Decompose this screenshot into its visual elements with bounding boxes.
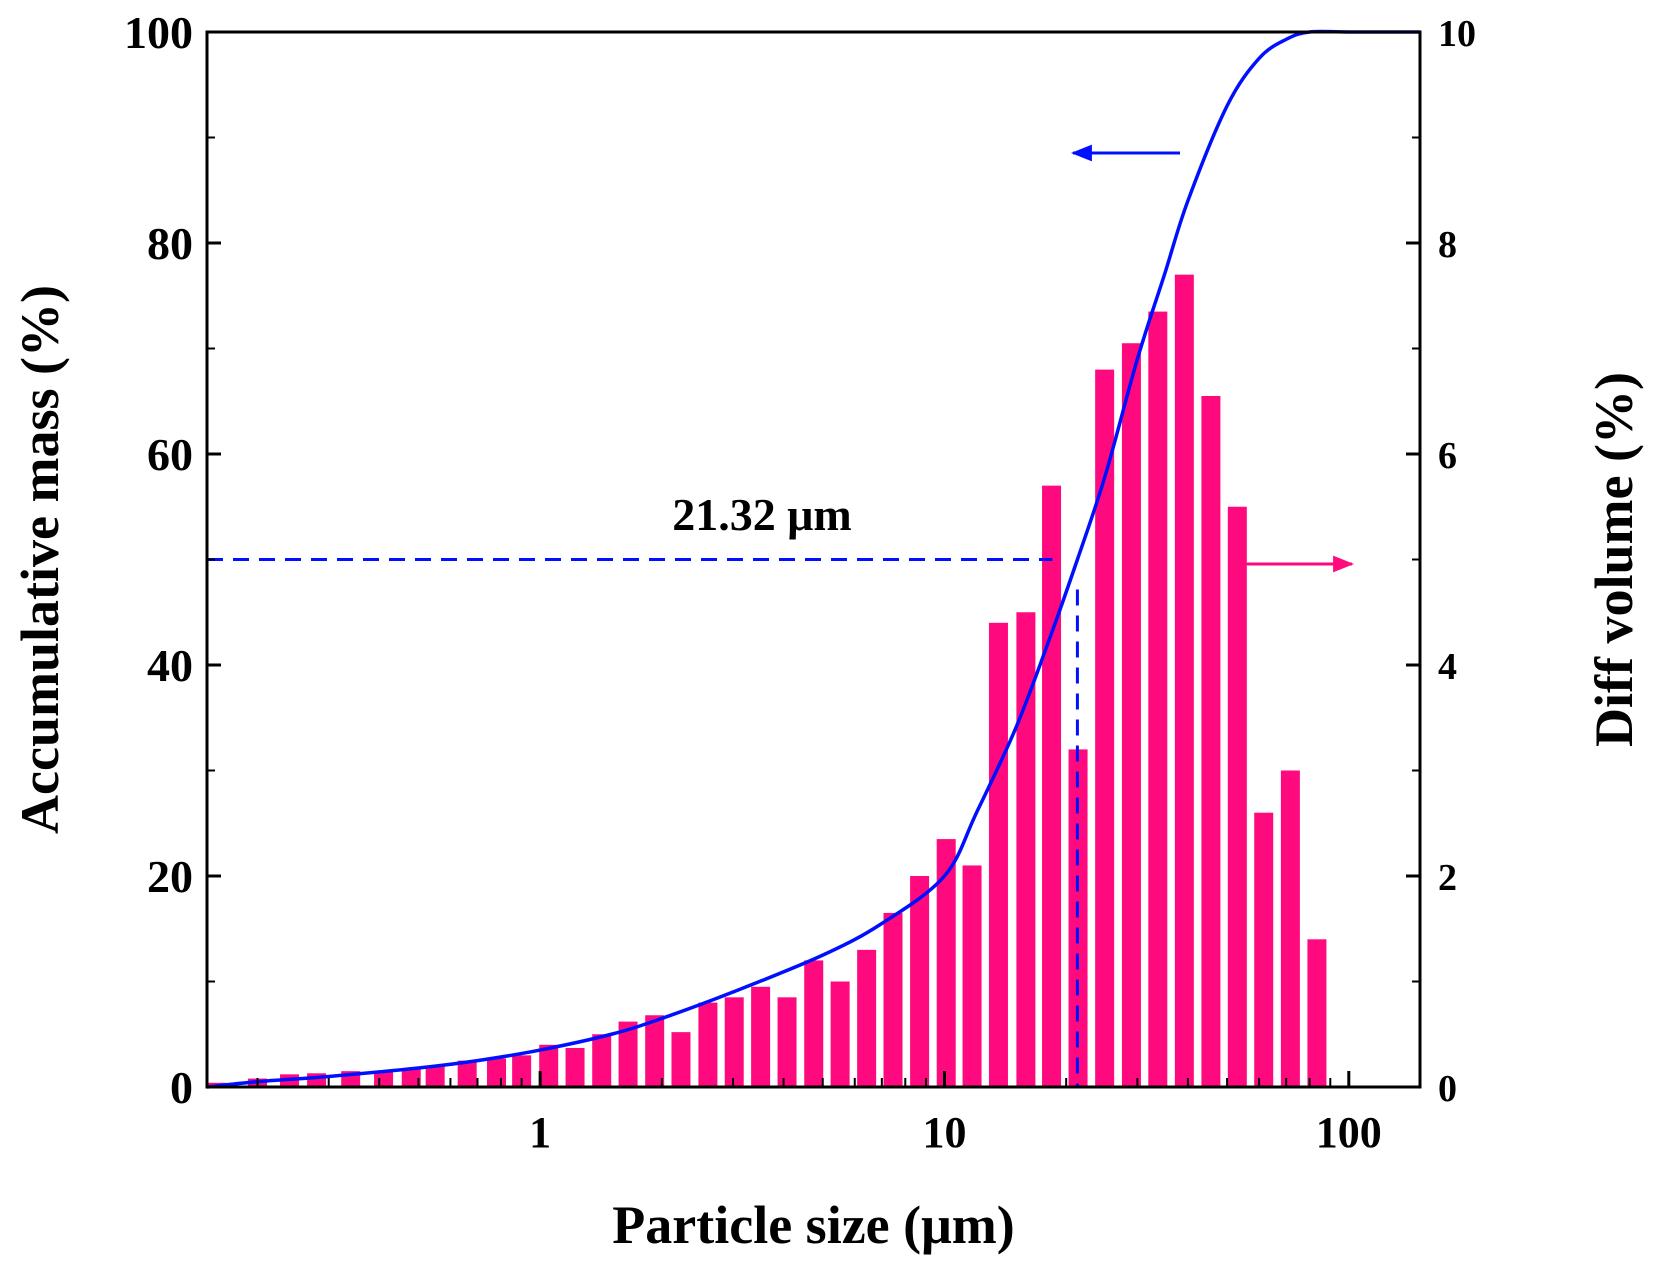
right-y-tick-label: 4	[1438, 646, 1457, 688]
diff-volume-bar	[1254, 812, 1274, 1087]
diff-volume-bar	[1121, 343, 1141, 1088]
left-y-tick-label: 0	[170, 1062, 193, 1113]
diff-volume-bar	[1307, 939, 1327, 1087]
diff-volume-bar	[1201, 395, 1221, 1088]
left-y-tick-label: 100	[124, 7, 193, 58]
diff-volume-bar	[1016, 612, 1036, 1087]
diff-volume-bar	[487, 1058, 506, 1087]
diff-volume-bar	[910, 876, 930, 1087]
diff-volume-bar	[592, 1034, 612, 1087]
left-y-tick-label: 60	[147, 429, 193, 480]
diff-volume-bar	[1227, 506, 1247, 1087]
left-y-tick-label: 80	[147, 218, 193, 269]
diff-volume-bar	[988, 622, 1008, 1087]
left-y-tick-label: 20	[147, 851, 193, 902]
accumulative-mass-line	[206, 29, 1420, 1089]
x-tick-label: 1	[529, 1108, 551, 1157]
left-y-tick-label: 40	[147, 640, 193, 691]
diff-volume-bar	[1280, 770, 1300, 1087]
x-axis-title: Particle size (μm)	[612, 1195, 1014, 1255]
right-y-axis-title: Diff volume (%)	[1584, 372, 1644, 747]
right-y-tick-label: 0	[1438, 1068, 1457, 1110]
diff-volume-bar	[1068, 749, 1088, 1087]
right-y-tick-label: 2	[1438, 857, 1457, 899]
diff-volume-bar	[962, 865, 982, 1087]
diff-volume-bar	[724, 997, 744, 1087]
left-y-axis-title: Accumulative mass (%)	[10, 285, 70, 834]
diff-volume-bar	[671, 1032, 691, 1087]
diff-volume-bar	[645, 1015, 665, 1087]
diff-volume-bars	[206, 274, 1327, 1088]
diff-volume-bar	[936, 839, 956, 1087]
diff-volume-bar	[1042, 485, 1062, 1087]
x-tick-label: 100	[1316, 1108, 1382, 1157]
right-y-tick-label: 8	[1438, 224, 1457, 266]
diff-volume-bar	[401, 1069, 421, 1087]
right-y-tick-label: 10	[1438, 13, 1476, 55]
diff-volume-bar	[830, 981, 850, 1087]
diff-volume-bar	[1174, 274, 1194, 1087]
axis-ticks: 0 20 40 60 80 100 0 2 4 6 8 10 1 10 100	[124, 7, 1476, 1157]
diff-volume-bar	[539, 1044, 559, 1087]
diff-volume-bar	[1148, 311, 1168, 1088]
diff-volume-bar	[804, 960, 824, 1087]
right-y-tick-label: 6	[1438, 435, 1457, 477]
diff-volume-bar	[457, 1060, 477, 1088]
diff-volume-bar	[777, 997, 797, 1087]
diff-volume-bar	[618, 1021, 638, 1087]
diff-volume-bar	[698, 1002, 718, 1087]
diff-volume-bar	[512, 1055, 532, 1087]
diff-volume-bar	[565, 1047, 585, 1087]
diff-volume-bar	[857, 949, 877, 1087]
diff-volume-bar	[425, 1065, 445, 1087]
x-tick-label: 10	[922, 1108, 966, 1157]
diff-volume-bar	[1095, 369, 1115, 1088]
diff-volume-bar	[751, 986, 771, 1087]
diff-volume-bar	[883, 912, 903, 1087]
d50-label: 21.32 μm	[672, 489, 851, 540]
